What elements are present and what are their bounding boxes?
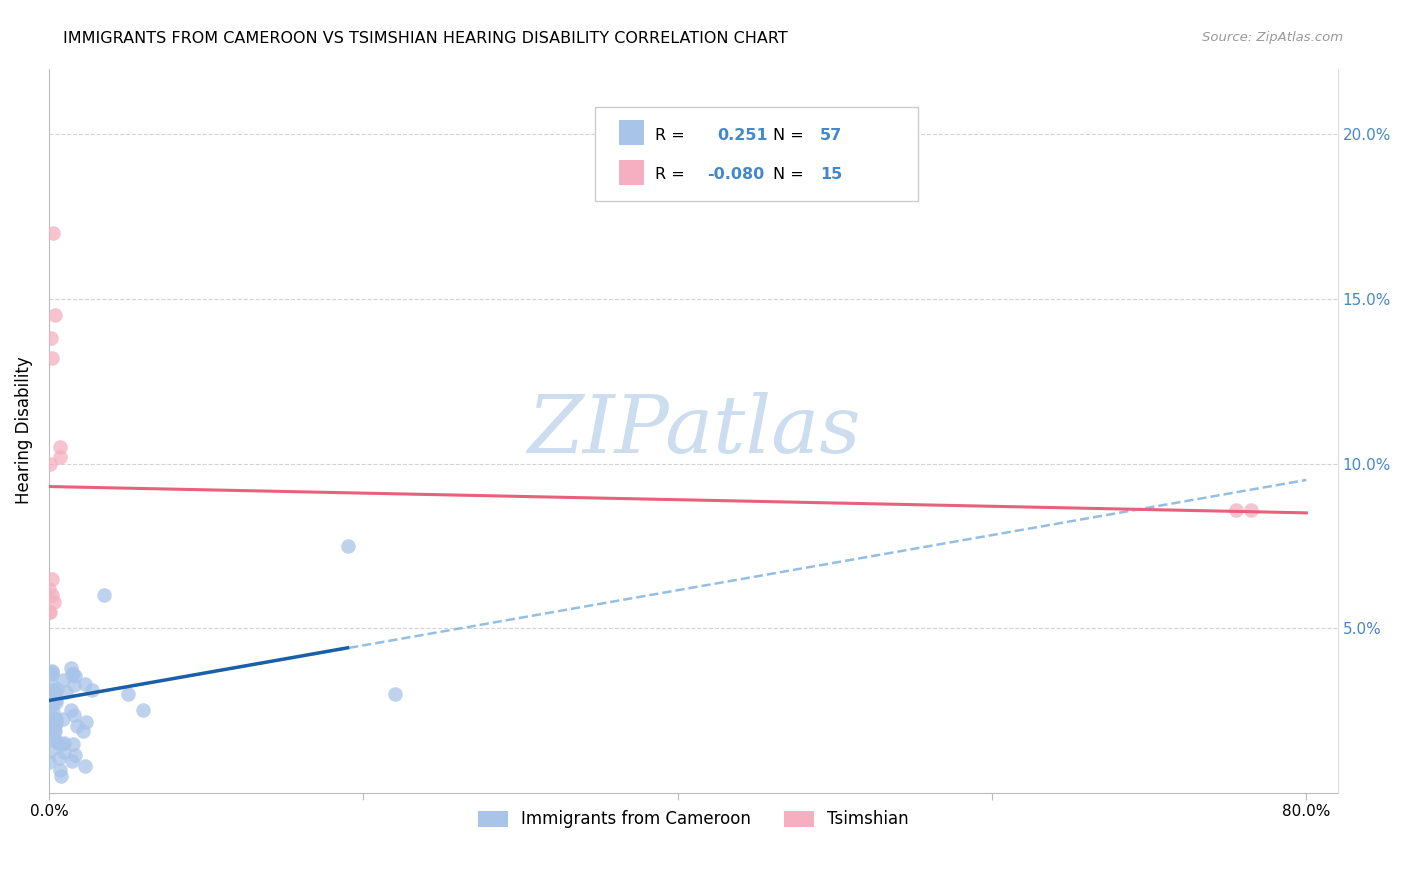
- Point: [41, 689, 63, 703]
- Point: [75, 715, 97, 730]
- Point: [75, 677, 97, 691]
- Point: [52, 713, 75, 727]
- Point: [93, 588, 115, 602]
- Point: [39, 677, 62, 691]
- Point: [42, 595, 65, 609]
- Text: R =: R =: [655, 167, 685, 182]
- Point: [48, 764, 70, 778]
- Text: Source: ZipAtlas.com: Source: ZipAtlas.com: [1202, 31, 1343, 45]
- Point: [44, 713, 66, 727]
- Point: [336, 539, 359, 553]
- Point: [45, 734, 67, 748]
- Point: [48, 450, 70, 464]
- Point: [63, 669, 86, 683]
- Point: [38, 605, 60, 619]
- Text: 15: 15: [820, 167, 842, 182]
- Point: [48, 440, 70, 454]
- Point: [62, 707, 84, 722]
- Point: [59, 660, 82, 674]
- Point: [41, 667, 63, 681]
- Point: [73, 759, 96, 773]
- Point: [44, 724, 66, 739]
- Point: [52, 673, 75, 687]
- Point: [48, 751, 70, 765]
- Point: [52, 746, 75, 760]
- Point: [60, 755, 83, 769]
- Point: [41, 665, 63, 680]
- Point: [41, 588, 63, 602]
- Text: IMMIGRANTS FROM CAMEROON VS TSIMSHIAN HEARING DISABILITY CORRELATION CHART: IMMIGRANTS FROM CAMEROON VS TSIMSHIAN HE…: [63, 31, 787, 46]
- Y-axis label: Hearing Disability: Hearing Disability: [15, 357, 32, 505]
- Point: [117, 687, 139, 701]
- Point: [38, 744, 60, 758]
- Point: [72, 723, 94, 738]
- Point: [38, 755, 60, 769]
- Point: [42, 705, 65, 719]
- Point: [42, 719, 65, 733]
- Point: [42, 682, 65, 697]
- Point: [82, 683, 104, 698]
- Point: [1225, 502, 1247, 516]
- Point: [41, 572, 63, 586]
- Text: -0.080: -0.080: [707, 167, 765, 182]
- Point: [39, 731, 62, 746]
- Point: [63, 748, 86, 763]
- Point: [41, 696, 63, 710]
- Legend: Immigrants from Cameroon, Tsimshian: Immigrants from Cameroon, Tsimshian: [471, 804, 915, 835]
- Point: [39, 331, 62, 345]
- Point: [44, 695, 66, 709]
- Point: [66, 719, 89, 733]
- Point: [39, 721, 62, 735]
- Point: [62, 737, 84, 751]
- Point: [53, 736, 76, 750]
- Point: [38, 582, 60, 596]
- Point: [41, 665, 63, 679]
- Point: [132, 703, 155, 717]
- Point: [46, 682, 69, 697]
- Point: [44, 712, 66, 726]
- Text: N =: N =: [773, 128, 804, 143]
- Point: [49, 769, 72, 783]
- Text: ZIPatlas: ZIPatlas: [527, 392, 860, 469]
- Point: [45, 716, 67, 731]
- Point: [39, 605, 62, 619]
- Point: [51, 737, 73, 751]
- Point: [62, 667, 84, 681]
- Point: [384, 687, 406, 701]
- Point: [38, 457, 60, 471]
- Point: [63, 678, 86, 692]
- Point: [44, 685, 66, 699]
- Point: [1240, 502, 1263, 516]
- Point: [46, 736, 69, 750]
- Text: 57: 57: [820, 128, 842, 143]
- Text: 0.251: 0.251: [717, 128, 768, 143]
- Point: [44, 309, 66, 323]
- Point: [38, 700, 60, 714]
- Point: [45, 692, 67, 706]
- Text: R =: R =: [655, 128, 685, 143]
- Point: [42, 226, 65, 240]
- Point: [60, 666, 83, 681]
- Point: [38, 693, 60, 707]
- Point: [44, 718, 66, 732]
- Point: [44, 724, 66, 739]
- Point: [60, 703, 83, 717]
- Text: N =: N =: [773, 167, 804, 182]
- Point: [55, 684, 77, 698]
- Point: [41, 351, 63, 366]
